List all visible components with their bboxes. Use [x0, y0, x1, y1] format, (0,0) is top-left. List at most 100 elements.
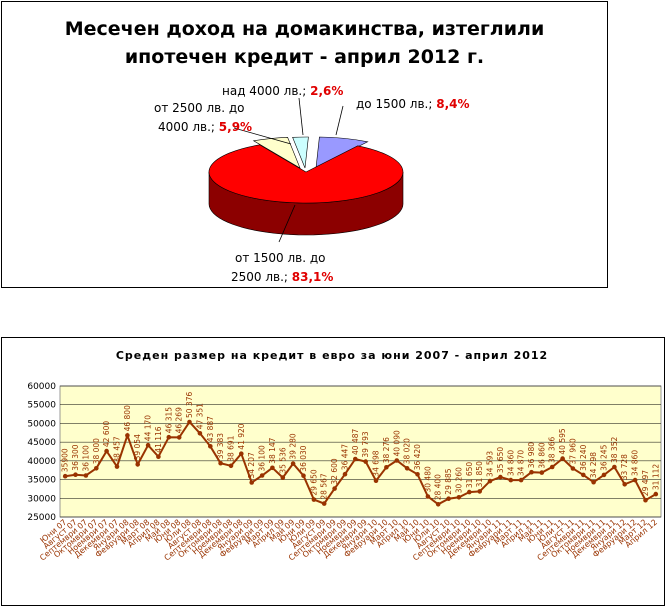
data-point: [570, 466, 576, 471]
slice-pct-under-1500: 8,4%: [436, 97, 470, 111]
slice-label-1500-2500-text: 2500 лв.;: [231, 270, 288, 284]
data-label: 40 595: [558, 428, 567, 454]
y-tick-label: 55000: [27, 401, 56, 411]
data-point: [94, 466, 99, 471]
y-tick-label: 30000: [27, 494, 56, 504]
data-point: [518, 477, 524, 483]
data-point: [270, 465, 275, 471]
data-label: 34 698: [372, 450, 381, 476]
data-label: 31 112: [651, 464, 660, 490]
data-point: [73, 472, 78, 477]
data-label: 46 800: [123, 405, 132, 431]
data-point: [218, 460, 223, 466]
data-label: 36 100: [258, 445, 267, 471]
pie-leader-line-1: [335, 105, 344, 136]
data-label: 39 793: [361, 431, 370, 457]
data-label: 36 300: [71, 444, 80, 470]
data-label: 34 870: [517, 450, 526, 476]
data-point: [404, 466, 410, 471]
data-label: 28 567: [320, 473, 329, 499]
data-point: [249, 480, 254, 485]
y-tick-label: 60000: [27, 382, 56, 392]
data-label: 29 650: [309, 469, 318, 495]
pie-chart-panel: Месечен доход на домакинства, изтеглили …: [1, 1, 608, 288]
data-point: [373, 478, 379, 483]
y-tick-label: 25000: [27, 513, 56, 523]
data-point: [384, 465, 389, 470]
data-point: [104, 448, 109, 454]
data-label: 34 860: [506, 450, 515, 476]
data-point: [176, 435, 182, 440]
y-tick-label: 35000: [27, 476, 56, 486]
data-point: [363, 459, 369, 464]
data-label: 40 090: [392, 430, 401, 456]
data-point: [653, 491, 659, 497]
data-point: [643, 497, 648, 503]
slice-label-2500-4000-line2: 4000 лв.; 5,9%: [158, 120, 252, 134]
data-label: 38 147: [268, 437, 277, 463]
data-point: [125, 433, 130, 438]
data-point: [446, 496, 451, 501]
data-label: 41 116: [154, 426, 163, 452]
y-tick-label: 45000: [27, 438, 56, 448]
slice-label-under-1500: до 1500 лв.; 8,4%: [356, 97, 470, 111]
data-point: [487, 478, 493, 484]
data-label: 34 860: [631, 450, 640, 476]
data-label: 36 245: [600, 444, 609, 470]
data-label: 44 170: [144, 415, 153, 441]
data-label: 38 691: [227, 435, 236, 461]
data-label: 38 352: [610, 437, 619, 463]
data-point: [342, 471, 348, 477]
data-point: [394, 458, 400, 463]
data-label: 50 376: [185, 392, 194, 418]
data-point: [612, 464, 617, 470]
slice-label-1500-2500-line2: 2500 лв.; 83,1%: [231, 270, 333, 284]
data-point: [622, 482, 627, 487]
data-label: 38 020: [403, 438, 412, 464]
data-label: 46 315: [164, 407, 173, 433]
data-point: [529, 469, 534, 475]
data-point: [591, 479, 596, 485]
pie-slice-2: [252, 136, 301, 169]
data-point: [301, 473, 306, 478]
series-line: [65, 420, 657, 506]
data-point: [62, 473, 68, 479]
data-label: 46 269: [175, 407, 184, 433]
data-point: [581, 472, 586, 478]
data-point: [467, 489, 472, 495]
data-point: [425, 494, 431, 499]
pie-chart-title-line1: Месечен доход на домакинства, изтеглили: [64, 18, 545, 40]
data-point: [601, 472, 607, 478]
line-chart-panel: Среден размер на кредит в евро за юни 20…: [1, 337, 665, 606]
data-label: 35900: [61, 448, 70, 472]
data-point: [321, 501, 327, 506]
data-label: 43 887: [206, 416, 215, 442]
data-label: 39 280: [289, 433, 298, 459]
data-label: 39 383: [216, 433, 225, 459]
data-label: 36 860: [537, 442, 546, 468]
data-point: [166, 434, 172, 440]
pie-chart-title-line2: ипотечен кредит - април 2012 г.: [124, 46, 485, 68]
slice-pct-2500-4000: 5,9%: [218, 120, 253, 134]
data-label: 31 650: [465, 462, 474, 488]
y-tick-label: 40000: [27, 457, 56, 467]
data-label: 41 920: [237, 423, 246, 449]
data-point: [560, 456, 565, 461]
data-label: 38 000: [92, 438, 101, 464]
data-label: 36 980: [527, 442, 536, 468]
data-label: 30 480: [423, 466, 432, 492]
slice-label-under-1500-text: до 1500 лв.;: [356, 97, 433, 111]
data-point: [280, 475, 286, 480]
data-point: [228, 463, 234, 469]
data-label: 35 536: [278, 447, 287, 473]
data-label: 29 885: [444, 468, 453, 494]
data-label: 31 850: [475, 461, 484, 487]
slice-label-2500-4000-text: 4000 лв.;: [158, 120, 215, 134]
data-point: [259, 473, 265, 478]
line-chart-title: Среден размер на кредит в евро за юни 20…: [116, 349, 548, 362]
pie-leader-line-2: [233, 127, 292, 145]
data-point: [353, 456, 358, 462]
data-label: 34 593: [486, 451, 495, 477]
data-point: [156, 454, 161, 459]
line-chart-graphic: Среден размер на кредит в евро за юни 20…: [27, 349, 662, 563]
